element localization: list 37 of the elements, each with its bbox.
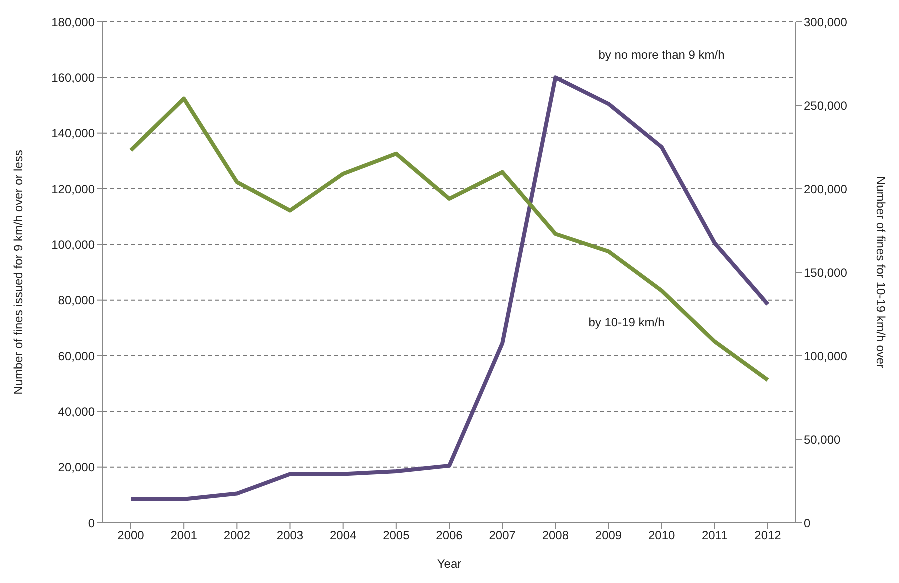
x-tick-label: 2004 xyxy=(330,528,358,543)
y-tick-label: 120,000 xyxy=(52,182,96,196)
y-tick-label: 160,000 xyxy=(52,70,96,85)
y-tick-label: 180,000 xyxy=(52,15,96,30)
x-tick-label: 2005 xyxy=(383,528,410,543)
y-tick-label: 140,000 xyxy=(52,126,96,141)
x-tick-label: 2009 xyxy=(595,528,622,543)
y2-tick-label: 150,000 xyxy=(804,266,848,280)
text: by no more than 9 km/h xyxy=(598,48,725,62)
line-series xyxy=(129,76,770,502)
x-axis-title: Year xyxy=(437,557,462,571)
x-tick-label: 2002 xyxy=(224,528,251,543)
x-tick-label: 2012 xyxy=(754,528,782,543)
y2-tick-label: 100,000 xyxy=(804,349,848,364)
y2-tick-label: 0 xyxy=(804,516,811,530)
y2-axis-title: Number of fines for 10-19 km/h over xyxy=(874,176,888,369)
x-tick-label: 2011 xyxy=(702,528,728,543)
y-tick-label: 0 xyxy=(88,516,96,530)
y-tick-label: 40,000 xyxy=(58,404,96,419)
y-tick-label: 80,000 xyxy=(58,294,96,308)
series-label: by 10-19 km/h xyxy=(588,316,665,330)
x-tick-label: 2010 xyxy=(648,528,676,543)
y-axis-title: Number of fines issued for 9 km/h over or less xyxy=(11,150,26,395)
y2-tick-label: 300,000 xyxy=(804,15,848,30)
y-tick-label: 20,000 xyxy=(58,460,96,475)
x-tick-label: 2007 xyxy=(489,528,516,543)
x-tick-label: 2003 xyxy=(276,528,304,543)
y2-tick-label: 50,000 xyxy=(804,432,842,447)
y2-tick-label: 200,000 xyxy=(804,182,848,196)
y-tick-label: 60,000 xyxy=(58,349,96,364)
x-tick-label: 2001 xyxy=(170,528,198,543)
x-tick-label: 2008 xyxy=(542,528,570,543)
x-tick-label: 2000 xyxy=(118,528,145,543)
x-tick-label: 2006 xyxy=(436,528,464,543)
line-series xyxy=(129,96,770,382)
y-tick-label: 100,000 xyxy=(52,238,96,252)
y2-tick-label: 250,000 xyxy=(804,98,848,113)
